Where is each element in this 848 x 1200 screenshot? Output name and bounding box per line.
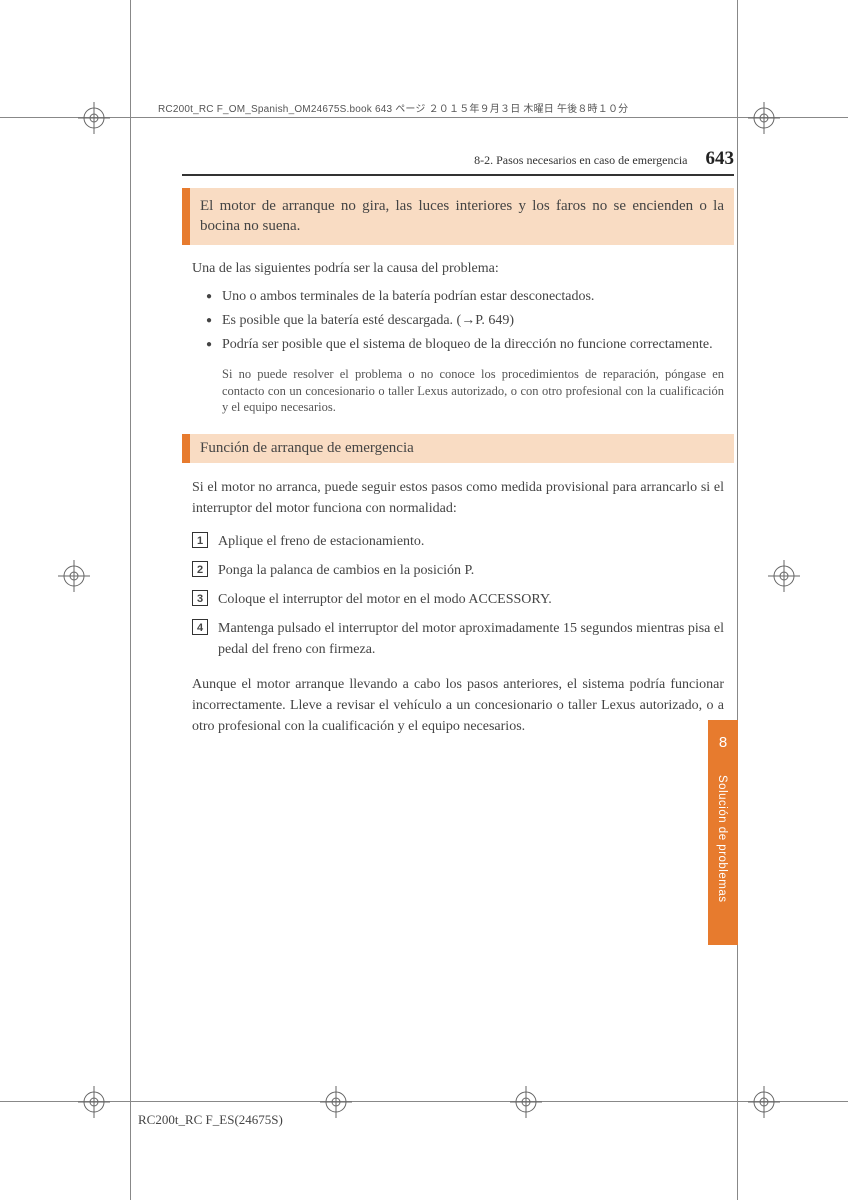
registration-mark-icon xyxy=(58,560,90,592)
step-item: 4 Mantenga pulsado el interruptor del mot… xyxy=(192,618,724,660)
step-item: 3 Coloque el interruptor del motor en el … xyxy=(192,589,724,610)
registration-mark-icon xyxy=(748,1086,780,1118)
registration-mark-icon xyxy=(78,102,110,134)
step-list: 1 Aplique el freno de estacionamiento. 2P… xyxy=(192,531,724,660)
closing-note: Aunque el motor arranque llevando a cabo… xyxy=(192,674,724,737)
function-intro: Si el motor no arranca, puede seguir est… xyxy=(192,477,724,519)
page-body: 8-2. Pasos necesarios en caso de emergen… xyxy=(182,148,734,749)
cause-list: Uno o ambos terminales de la batería pod… xyxy=(206,287,724,356)
problem-title: El motor de arranque no gira, las luces … xyxy=(182,188,734,245)
cause-item: Uno o ambos terminales de la batería pod… xyxy=(206,287,724,307)
step-text: Ponga la palanca de cambios en la posici… xyxy=(218,563,474,578)
cause-item: Podría ser posible que el sistema de blo… xyxy=(206,335,724,355)
problem-intro: Una de las siguientes podría ser la caus… xyxy=(192,259,724,279)
registration-mark-icon xyxy=(748,102,780,134)
step-number-icon: 2 xyxy=(192,561,208,577)
step-item: 1 Aplique el freno de estacionamiento. xyxy=(192,531,724,552)
page-header: 8-2. Pasos necesarios en caso de emergen… xyxy=(182,148,734,176)
step-number-icon: 1 xyxy=(192,532,208,548)
chapter-tab: 8 Solución de problemas xyxy=(708,720,738,945)
cause-item: Es posible que la batería esté descargad… xyxy=(206,311,724,331)
chapter-number: 8 xyxy=(708,720,738,765)
function-title: Función de arranque de emergencia xyxy=(182,434,734,463)
step-text: Aplique el freno de estacionamiento. xyxy=(218,534,424,549)
crop-line-left xyxy=(130,0,131,1200)
footer-code: RC200t_RC F_ES(24675S) xyxy=(138,1112,283,1128)
chapter-label: Solución de problemas xyxy=(708,765,736,945)
step-item: 2 Ponga la palanca de cambios en la posic… xyxy=(192,560,724,581)
page-number: 643 xyxy=(706,148,735,170)
crop-line-right xyxy=(737,0,738,1200)
step-number-icon: 4 xyxy=(192,619,208,635)
registration-mark-icon xyxy=(510,1086,542,1118)
step-text: Mantenga pulsado el interruptor del moto… xyxy=(218,621,724,657)
step-text: Coloque el interruptor del motor en el m… xyxy=(218,592,552,607)
crop-line-top xyxy=(0,117,848,118)
print-metadata: RC200t_RC F_OM_Spanish_OM24675S.book 643… xyxy=(158,100,628,115)
step-number-icon: 3 xyxy=(192,590,208,606)
section-label: 8-2. Pasos necesarios en caso de emergen… xyxy=(474,153,687,168)
registration-mark-icon xyxy=(768,560,800,592)
crop-line-bottom xyxy=(0,1101,848,1102)
registration-mark-icon xyxy=(320,1086,352,1118)
service-note: Si no puede resolver el problema o no co… xyxy=(222,366,724,417)
registration-mark-icon xyxy=(78,1086,110,1118)
